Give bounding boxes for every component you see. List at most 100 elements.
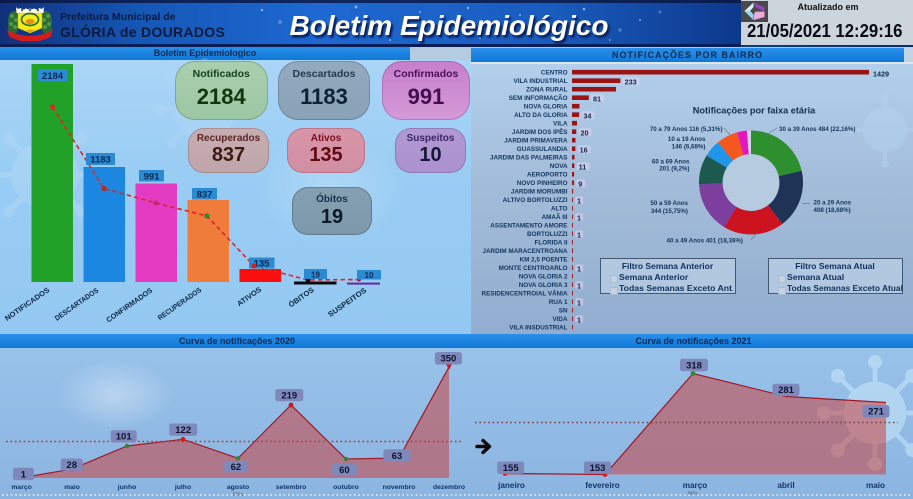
svg-text:NOVA GLORIA: NOVA GLORIA xyxy=(524,103,568,110)
svg-text:CONFIRMADOS: CONFIRMADOS xyxy=(104,286,154,325)
svg-text:201 (9,2%): 201 (9,2%) xyxy=(659,166,689,173)
svg-text:20 a 29 Anos: 20 a 29 Anos xyxy=(814,200,852,207)
svg-text:VILA: VILA xyxy=(553,120,568,127)
svg-text:146 (6,68%): 146 (6,68%) xyxy=(672,144,706,151)
svg-text:70 a 79 Anos 116 (5,31%): 70 a 79 Anos 116 (5,31%) xyxy=(650,126,723,133)
svg-text:1183: 1183 xyxy=(90,155,111,166)
svg-text:2184: 2184 xyxy=(42,71,64,82)
svg-text:1: 1 xyxy=(577,196,581,205)
svg-text:dezembro: dezembro xyxy=(433,484,465,491)
svg-text:ATIVOS: ATIVOS xyxy=(235,285,263,309)
svg-text:20: 20 xyxy=(581,128,589,137)
svg-text:10: 10 xyxy=(365,271,374,280)
svg-text:219: 219 xyxy=(281,391,297,402)
svg-text:60 a 69 Anos: 60 a 69 Anos xyxy=(652,159,690,166)
svg-text:setembro: setembro xyxy=(276,484,307,491)
svg-text:JARDIM PRIMAVERA: JARDIM PRIMAVERA xyxy=(504,137,568,144)
svg-text:60: 60 xyxy=(339,465,350,476)
svg-text:junho: junho xyxy=(117,484,137,491)
svg-text:NOVA GLORIA 2: NOVA GLORIA 2 xyxy=(519,273,568,280)
svg-text:10 a 19 Anos: 10 a 19 Anos xyxy=(668,136,706,143)
svg-text:16: 16 xyxy=(580,145,588,154)
svg-text:318: 318 xyxy=(686,360,702,371)
svg-text:122: 122 xyxy=(175,425,191,436)
svg-text:SN: SN xyxy=(559,307,568,314)
svg-text:155: 155 xyxy=(503,463,520,474)
svg-text:1429: 1429 xyxy=(873,69,889,78)
svg-text:março: março xyxy=(683,481,708,490)
svg-text:1: 1 xyxy=(577,213,581,222)
svg-text:11: 11 xyxy=(579,162,587,171)
svg-text:abril: abril xyxy=(777,481,794,490)
svg-text:63: 63 xyxy=(392,451,403,462)
svg-text:SEM INFORMAÇÃO: SEM INFORMAÇÃO xyxy=(509,93,568,102)
svg-text:153: 153 xyxy=(590,463,606,474)
svg-text:Mês: Mês xyxy=(233,492,244,498)
svg-text:julho: julho xyxy=(174,484,191,491)
svg-text:30 a 39 Anos 484 (22,16%): 30 a 39 Anos 484 (22,16%) xyxy=(779,126,855,133)
svg-text:991: 991 xyxy=(144,172,161,183)
svg-text:fevereiro: fevereiro xyxy=(585,481,620,490)
svg-text:233: 233 xyxy=(625,77,637,86)
svg-text:40 a 49 Anos 401 (18,36%): 40 a 49 Anos 401 (18,36%) xyxy=(667,237,743,244)
svg-text:350: 350 xyxy=(440,354,456,365)
svg-text:CENTRO: CENTRO xyxy=(541,69,568,76)
svg-text:JARDIM MORUMBI: JARDIM MORUMBI xyxy=(511,188,568,195)
svg-text:28: 28 xyxy=(66,460,77,471)
svg-text:101: 101 xyxy=(116,432,133,443)
svg-text:81: 81 xyxy=(593,94,601,103)
svg-text:GUASSULANDIA: GUASSULANDIA xyxy=(517,146,568,153)
svg-text:FLORIDA II: FLORIDA II xyxy=(535,239,568,246)
svg-text:1: 1 xyxy=(577,298,581,307)
svg-text:outubro: outubro xyxy=(333,484,359,491)
svg-text:janeiro: janeiro xyxy=(497,481,525,490)
svg-text:Mês: Mês xyxy=(688,491,699,497)
svg-text:ASSENTAMENTO AMORE: ASSENTAMENTO AMORE xyxy=(490,222,567,229)
svg-text:1: 1 xyxy=(577,264,581,273)
svg-text:281: 281 xyxy=(778,385,795,396)
svg-text:MONTE CENTROARLO: MONTE CENTROARLO xyxy=(499,265,568,272)
svg-text:34: 34 xyxy=(583,111,591,120)
svg-text:9: 9 xyxy=(578,179,582,188)
svg-text:RESIDENCENTROIAL VÂNIA: RESIDENCENTROIAL VÂNIA xyxy=(482,288,568,297)
svg-text:KM 2,5 POENTE: KM 2,5 POENTE xyxy=(520,256,568,263)
svg-text:AEROPORTO: AEROPORTO xyxy=(527,171,568,178)
svg-text:agosto: agosto xyxy=(227,484,249,491)
svg-text:ALTO DA GLORIA: ALTO DA GLORIA xyxy=(514,112,568,119)
svg-text:Notificações por faixa etária: Notificações por faixa etária xyxy=(693,106,816,116)
svg-text:ALTO: ALTO xyxy=(551,205,568,212)
svg-text:271: 271 xyxy=(868,407,885,418)
svg-text:SUSPEITOS: SUSPEITOS xyxy=(326,286,368,319)
svg-text:RECUPERADOS: RECUPERADOS xyxy=(156,285,203,322)
svg-text:maio: maio xyxy=(866,481,885,490)
svg-text:março: março xyxy=(11,484,31,491)
svg-text:837: 837 xyxy=(197,190,213,201)
svg-text:VIDA: VIDA xyxy=(552,316,567,323)
svg-text:19: 19 xyxy=(311,271,320,280)
svg-text:JARDIM MARACENTROANA: JARDIM MARACENTROANA xyxy=(482,248,567,255)
svg-text:NOTIFICADOS: NOTIFICADOS xyxy=(3,285,51,323)
svg-text:DESCARTADOS: DESCARTADOS xyxy=(53,286,100,323)
svg-text:ALTIVO BORTOLUZZI: ALTIVO BORTOLUZZI xyxy=(503,197,568,204)
svg-text:RUA 1: RUA 1 xyxy=(549,299,568,306)
svg-text:JARDIM DAS PALMEIRAS: JARDIM DAS PALMEIRAS xyxy=(490,154,568,161)
svg-text:1: 1 xyxy=(577,315,581,324)
svg-text:1: 1 xyxy=(577,281,581,290)
svg-text:VILA INSDUSTRIAL: VILA INSDUSTRIAL xyxy=(509,324,567,331)
svg-text:novembro: novembro xyxy=(383,484,416,491)
svg-text:VILA INDUSTRIAL: VILA INDUSTRIAL xyxy=(514,78,568,85)
svg-text:1: 1 xyxy=(21,469,27,480)
svg-text:1: 1 xyxy=(577,230,581,239)
svg-text:JARDIM DOS IPÊS: JARDIM DOS IPÊS xyxy=(512,127,568,136)
svg-text:62: 62 xyxy=(231,462,242,473)
svg-text:50 a 59 Anos: 50 a 59 Anos xyxy=(650,200,688,207)
svg-text:maio: maio xyxy=(64,484,80,491)
svg-text:BORTOLUZZI: BORTOLUZZI xyxy=(527,231,568,238)
svg-text:ZONA RURAL: ZONA RURAL xyxy=(526,86,568,93)
svg-text:NOVA GLORIA 3: NOVA GLORIA 3 xyxy=(519,282,568,289)
svg-text:ÓBITOS: ÓBITOS xyxy=(287,285,316,309)
svg-text:AMAÃ III: AMAÃ III xyxy=(542,212,568,221)
svg-text:408 (18,68%): 408 (18,68%) xyxy=(814,207,851,214)
svg-text:135: 135 xyxy=(254,259,271,270)
svg-text:344 (15,75%): 344 (15,75%) xyxy=(651,208,688,215)
